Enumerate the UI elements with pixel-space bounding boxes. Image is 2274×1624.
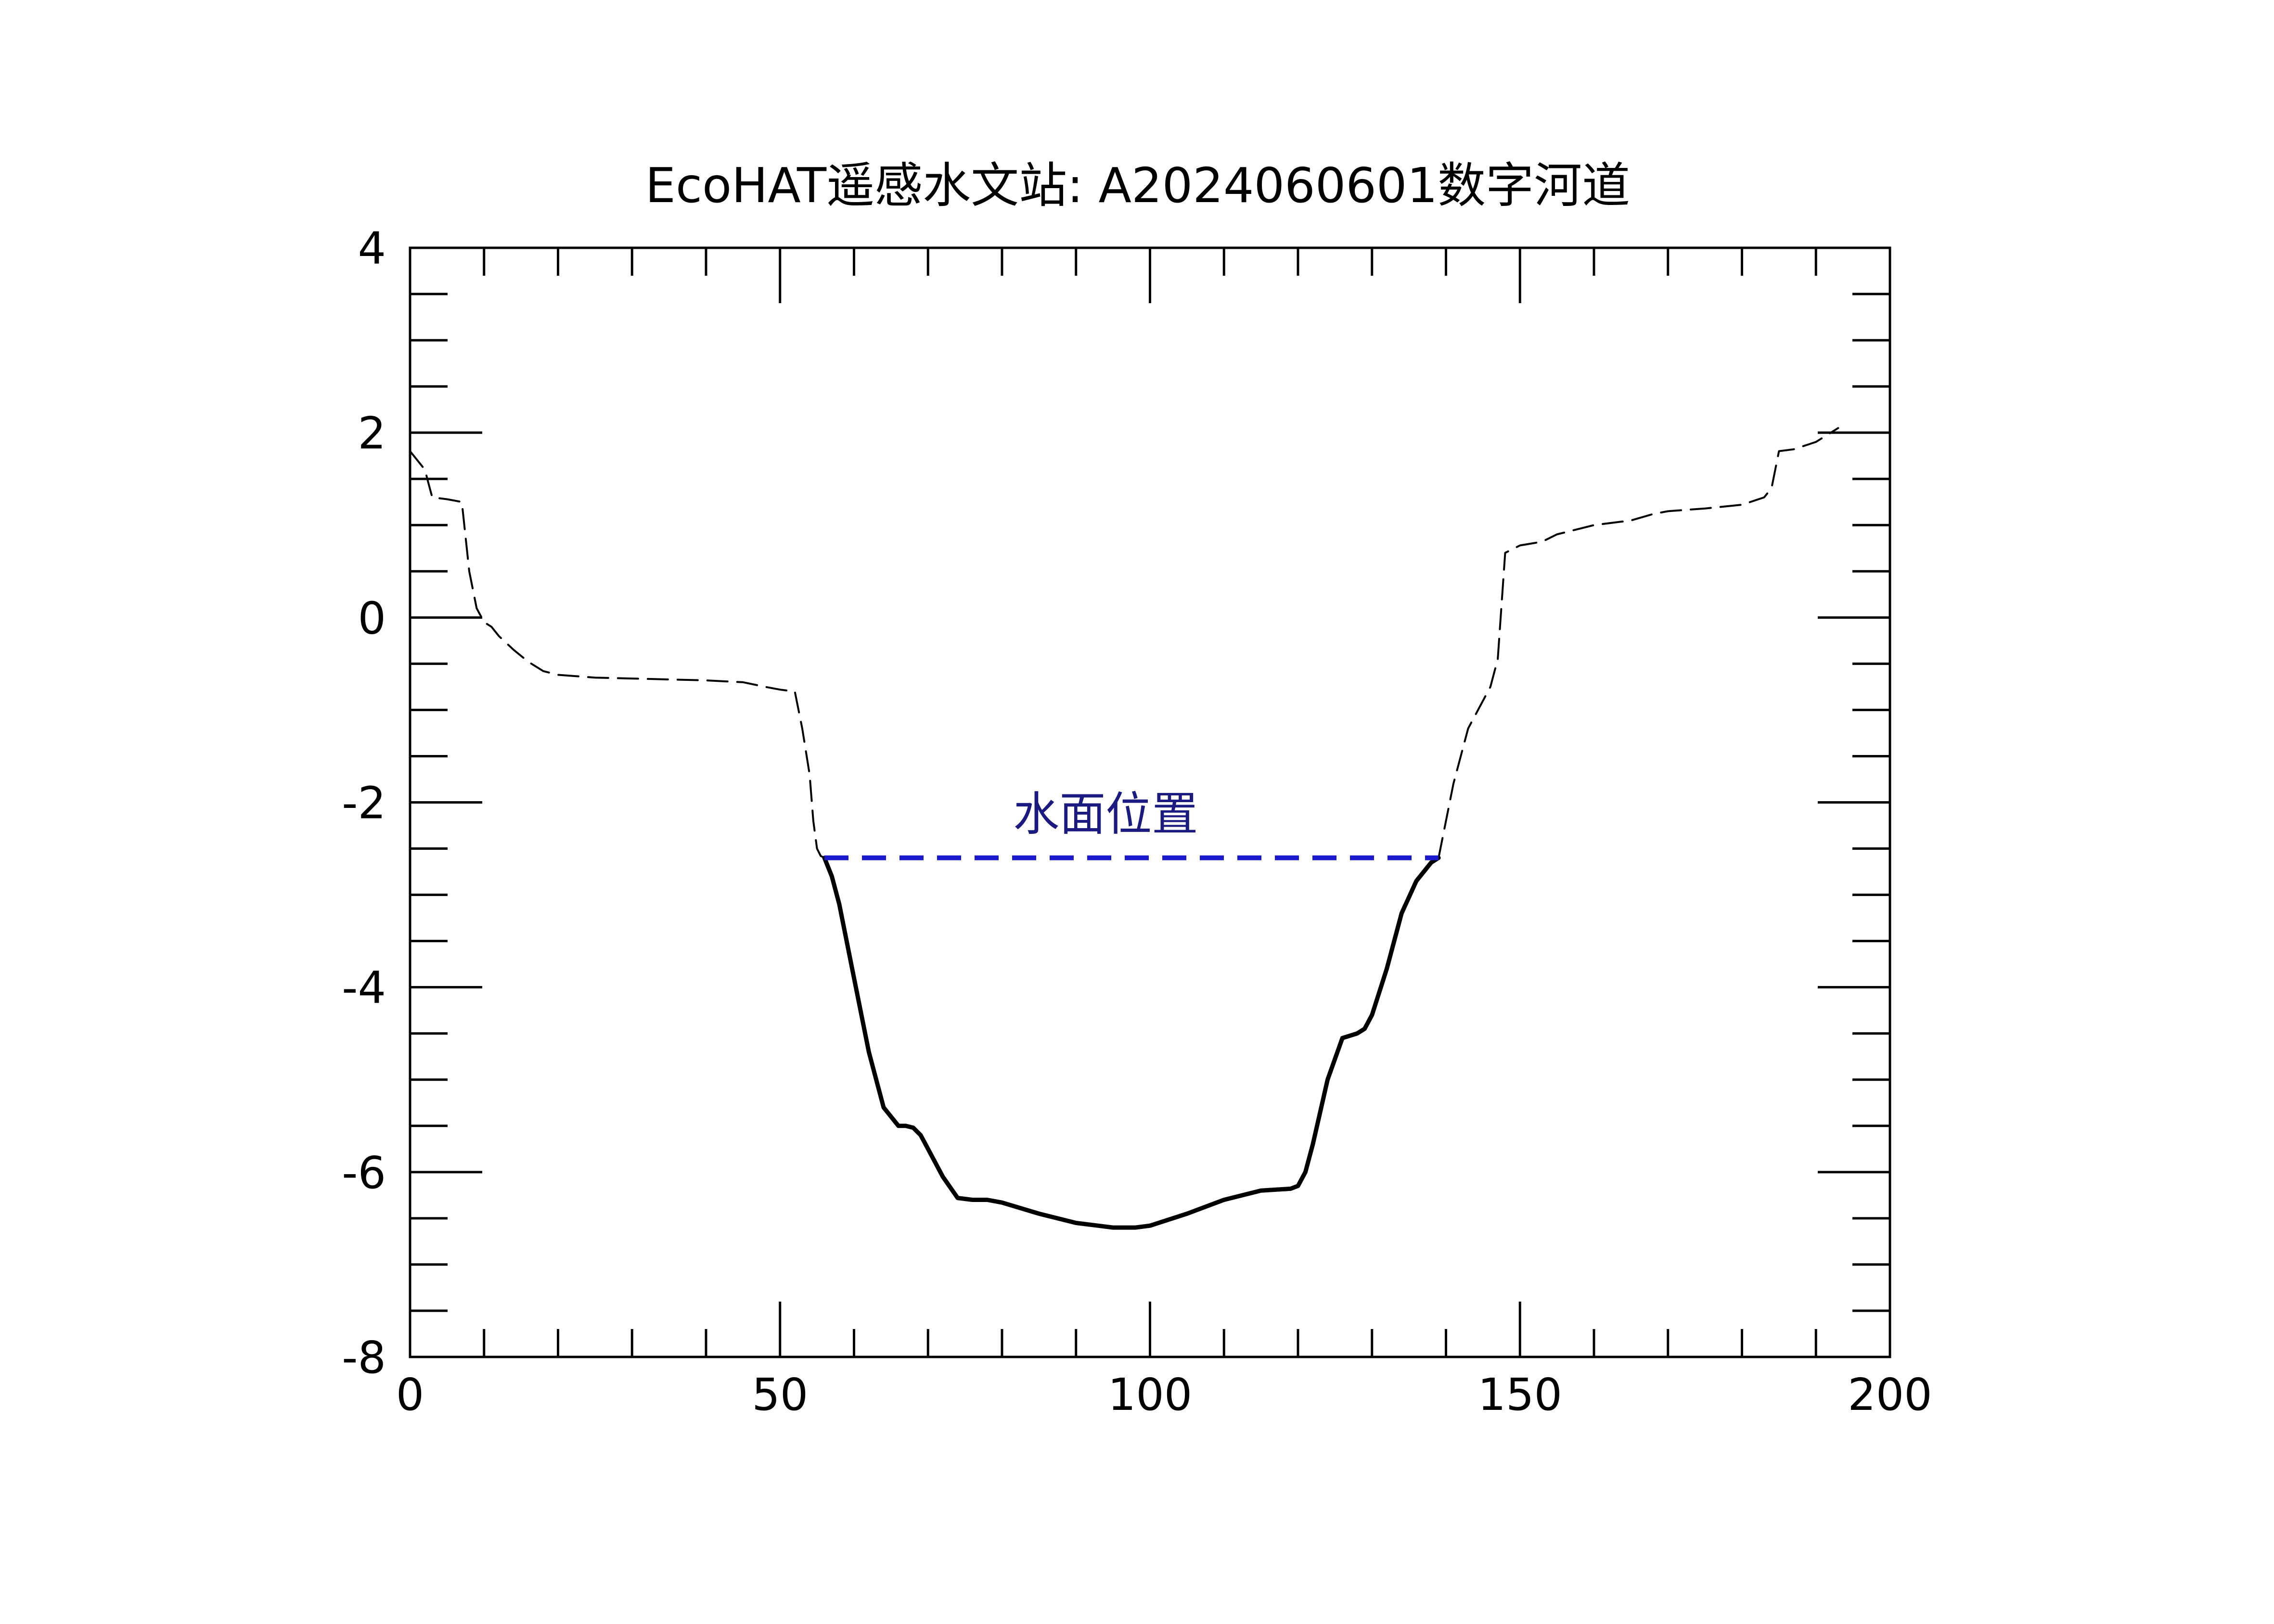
ticks-layer xyxy=(409,246,1891,1358)
y-tick-label: -8 xyxy=(342,1332,386,1383)
tick-labels-layer: 0 50 100 150 200 4 2 0 -2 -4 -6 -8 xyxy=(342,223,1932,1420)
chart-title: EcoHAT遥感水文站: A2024060601数字河道 xyxy=(645,157,1630,214)
x-tick-label: 50 xyxy=(752,1369,808,1420)
bank-profile-line-0 xyxy=(409,450,825,859)
bank-profile-line-2 xyxy=(1438,427,1839,859)
riverbed-underwater-line xyxy=(822,856,1441,1230)
x-tick-label: 100 xyxy=(1108,1369,1193,1420)
series-layer xyxy=(409,427,1839,1230)
x-tick-label: 200 xyxy=(1848,1369,1932,1420)
annotation-layer: 水面位置 xyxy=(824,787,1439,860)
y-tick-label: -6 xyxy=(342,1147,386,1199)
water-surface-label: 水面位置 xyxy=(1013,787,1198,841)
y-tick-label: -2 xyxy=(342,778,386,829)
x-tick-label: 150 xyxy=(1477,1369,1562,1420)
y-tick-label: 2 xyxy=(358,408,386,459)
y-tick-label: -4 xyxy=(342,962,386,1014)
x-tick-label: 0 xyxy=(396,1369,424,1420)
y-tick-label: 4 xyxy=(358,223,386,274)
y-tick-label: 0 xyxy=(358,592,386,644)
